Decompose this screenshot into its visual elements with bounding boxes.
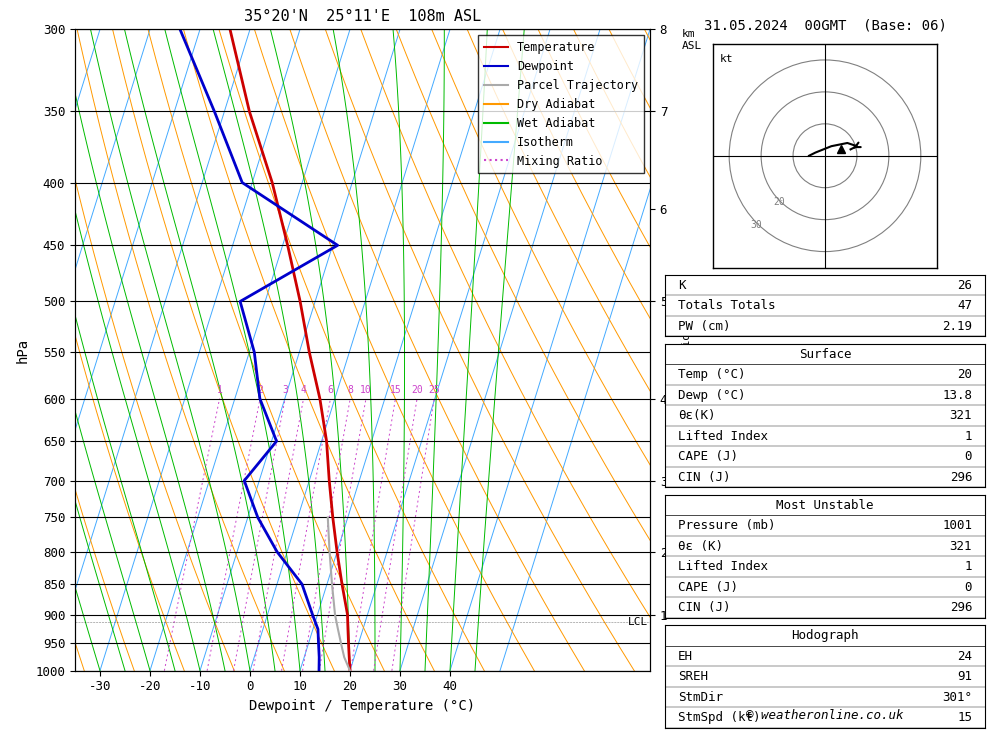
Title: 35°20'N  25°11'E  108m ASL: 35°20'N 25°11'E 108m ASL [244,9,481,24]
Text: 6: 6 [328,385,333,395]
Text: 296: 296 [950,601,972,614]
Text: 1: 1 [965,430,972,443]
Text: 15: 15 [957,711,972,724]
Text: Lifted Index: Lifted Index [678,560,768,573]
Text: 4: 4 [301,385,306,395]
Text: Totals Totals: Totals Totals [678,299,775,312]
Text: CAPE (J): CAPE (J) [678,450,738,463]
Text: 47: 47 [957,299,972,312]
Text: 13.8: 13.8 [942,388,972,402]
Text: 10: 10 [360,385,372,395]
Text: PW (cm): PW (cm) [678,320,730,333]
Text: StmSpd (kt): StmSpd (kt) [678,711,760,724]
Text: Most Unstable: Most Unstable [776,498,874,512]
Text: Surface: Surface [799,347,851,361]
Text: 15: 15 [390,385,401,395]
X-axis label: Dewpoint / Temperature (°C): Dewpoint / Temperature (°C) [249,699,476,713]
Text: 20: 20 [773,196,785,207]
Text: 26: 26 [957,279,972,292]
Text: 296: 296 [950,471,972,484]
Text: Temp (°C): Temp (°C) [678,368,745,381]
Text: SREH: SREH [678,670,708,683]
Text: 91: 91 [957,670,972,683]
Text: 3: 3 [282,385,288,395]
Text: 321: 321 [950,409,972,422]
Text: 321: 321 [950,539,972,553]
Text: 25: 25 [428,385,440,395]
Text: 20: 20 [411,385,423,395]
Text: 2: 2 [257,385,263,395]
Text: Lifted Index: Lifted Index [678,430,768,443]
Y-axis label: hPa: hPa [16,337,30,363]
Text: Hodograph: Hodograph [791,629,859,642]
Text: CIN (J): CIN (J) [678,471,730,484]
Text: 0: 0 [965,450,972,463]
Text: 1001: 1001 [942,519,972,532]
Text: CAPE (J): CAPE (J) [678,581,738,594]
Text: Dewp (°C): Dewp (°C) [678,388,745,402]
Text: km
ASL: km ASL [682,29,702,51]
Text: CIN (J): CIN (J) [678,601,730,614]
Text: 24: 24 [957,649,972,663]
Text: StmDir: StmDir [678,690,723,704]
Text: LCL: LCL [628,616,648,627]
Text: Mixing Ratio (g/kg): Mixing Ratio (g/kg) [682,286,692,414]
Text: 2.19: 2.19 [942,320,972,333]
Text: K: K [678,279,685,292]
Text: 30: 30 [750,220,762,229]
Text: 1: 1 [965,560,972,573]
Text: θε(K): θε(K) [678,409,715,422]
Text: 0: 0 [965,581,972,594]
Text: 31.05.2024  00GMT  (Base: 06): 31.05.2024 00GMT (Base: 06) [704,18,946,32]
Text: kt: kt [720,54,733,64]
Text: 301°: 301° [942,690,972,704]
Legend: Temperature, Dewpoint, Parcel Trajectory, Dry Adiabat, Wet Adiabat, Isotherm, Mi: Temperature, Dewpoint, Parcel Trajectory… [478,35,644,174]
Text: © weatheronline.co.uk: © weatheronline.co.uk [746,709,904,722]
Text: 20: 20 [957,368,972,381]
Text: θε (K): θε (K) [678,539,723,553]
Text: Pressure (mb): Pressure (mb) [678,519,775,532]
Text: EH: EH [678,649,693,663]
Text: 1: 1 [217,385,223,395]
Text: 8: 8 [347,385,353,395]
